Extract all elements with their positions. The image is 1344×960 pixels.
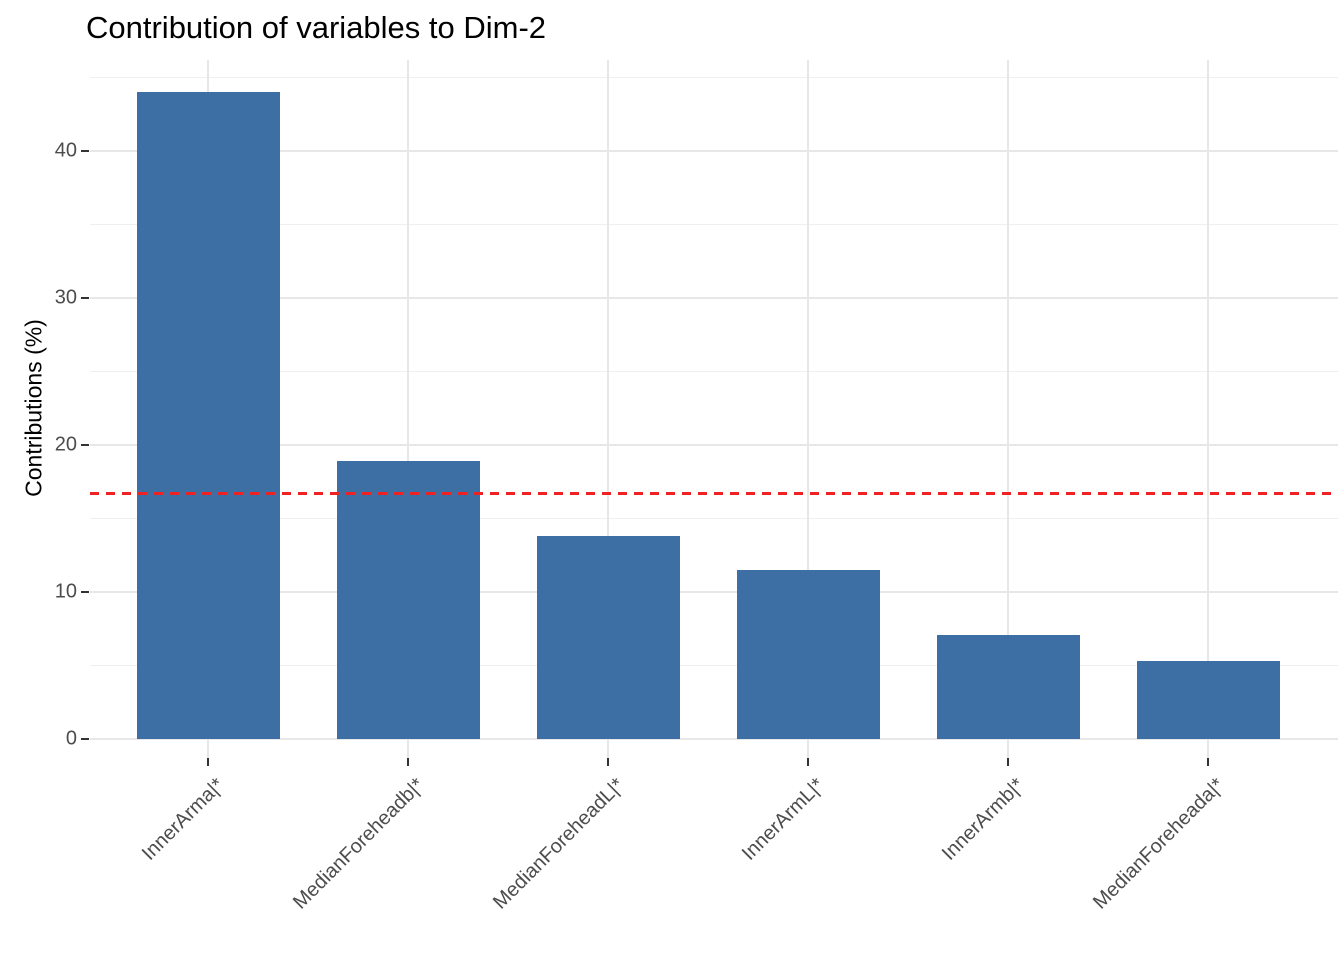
h-gridline-major <box>90 591 1338 593</box>
x-axis-tick <box>806 758 810 766</box>
bar <box>936 634 1080 739</box>
x-tick-label: InnerArma|* <box>137 774 229 865</box>
v-gridline <box>807 60 809 758</box>
x-axis-tick <box>1006 758 1010 766</box>
h-gridline-minor <box>90 370 1338 373</box>
bar <box>336 461 480 739</box>
x-axis-tick <box>606 758 610 766</box>
v-gridline <box>407 60 409 758</box>
plot-panel <box>90 60 1338 758</box>
chart-title: Contribution of variables to Dim-2 <box>86 10 547 45</box>
x-axis-tick <box>406 758 410 766</box>
x-axis-tick <box>1206 758 1210 766</box>
y-axis-tick <box>81 296 89 300</box>
bar <box>136 92 280 739</box>
y-axis-title: Contributions (%) <box>20 319 47 497</box>
x-tick-label: InnerArmb|* <box>937 774 1029 865</box>
h-gridline-minor <box>90 76 1338 79</box>
y-tick-label: 30 <box>54 286 77 309</box>
reference-line <box>90 492 1338 496</box>
bar <box>1136 661 1280 739</box>
x-tick-label: MedianForeheadb|* <box>289 774 429 914</box>
v-gridline <box>1207 60 1209 758</box>
x-tick-label: MedianForeheada|* <box>1089 774 1229 914</box>
x-tick-label: InnerArmL|* <box>737 774 829 865</box>
bar <box>536 536 680 739</box>
y-axis-tick <box>81 149 89 153</box>
x-axis-tick <box>206 758 210 766</box>
y-axis-tick <box>81 590 89 594</box>
y-tick-label: 40 <box>54 139 77 162</box>
y-tick-label: 0 <box>65 727 77 750</box>
h-gridline-minor <box>90 664 1338 667</box>
y-axis-tick <box>81 737 89 741</box>
bar <box>736 569 880 739</box>
h-gridline-minor <box>90 223 1338 226</box>
y-tick-label: 20 <box>54 433 77 456</box>
v-gridline <box>1007 60 1009 758</box>
x-tick-label: MedianForeheadL|* <box>489 774 629 914</box>
h-gridline-minor <box>90 517 1338 520</box>
y-tick-label: 10 <box>54 580 77 603</box>
h-gridline-major <box>90 150 1338 152</box>
h-gridline-major <box>90 444 1338 446</box>
v-gridline <box>607 60 609 758</box>
h-gridline-major <box>90 297 1338 299</box>
h-gridline-major <box>90 738 1338 740</box>
y-axis-tick <box>81 443 89 447</box>
